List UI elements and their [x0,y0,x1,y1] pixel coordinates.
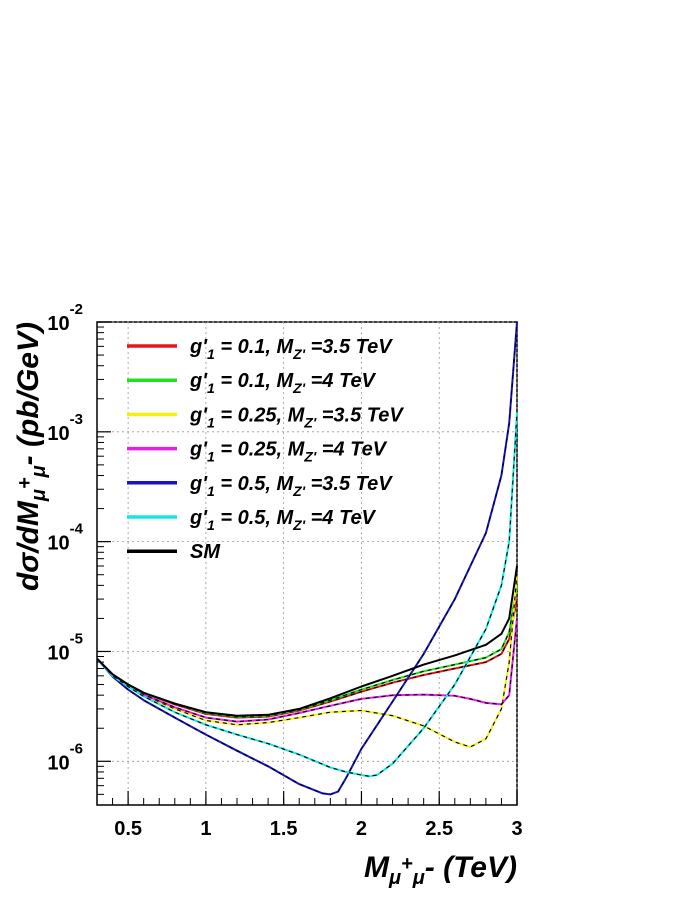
series-fit-dashed-1 [96,585,518,718]
series-fit-dashed-3 [96,618,518,723]
legend-entry: g'1 = 0.1, MZ' =3.5 TeV [189,336,393,362]
x-tick-label: 2 [356,818,367,840]
legend-entry: g'1 = 0.5, MZ' =3.5 TeV [189,473,393,499]
series-fit-dashed-5 [96,412,518,777]
series-line-6 [96,565,518,717]
x-tick-label: 2.5 [425,818,453,840]
series-fit-dashed-4 [96,321,518,795]
x-tick-label: 3 [511,818,522,840]
legend-entry: g'1 = 0.25, MZ' =3.5 TeV [189,404,404,430]
legend-entry: g'1 = 0.1, MZ' =4 TeV [189,370,377,396]
legend-entry: g'1 = 0.25, MZ' =4 TeV [189,439,388,465]
y-tick-label: 10-5 [47,630,83,664]
legend: g'1 = 0.1, MZ' =3.5 TeV g'1 = 0.1, MZ' =4… [127,336,404,563]
y-axis-title: dσ/dMμ+μ- (pb/GeV) [12,322,50,591]
y-tick-label: 10-4 [47,521,83,555]
x-axis-title: Mμ+μ- (TeV) [364,851,517,889]
legend-entry: g'1 = 0.5, MZ' =4 TeV [189,507,377,533]
series-fit-dashed-0 [96,598,518,719]
axis-ticks [96,321,518,806]
y-tick-label: 10-2 [47,301,83,335]
plot-frame [96,321,518,806]
x-tick-labels: 0.5 1 1.5 2 2.5 3 [114,818,522,840]
grid [97,321,518,805]
y-tick-labels: 10-6 10-5 10-4 10-3 10-2 [47,301,83,774]
series-lines [96,321,518,796]
x-tick-label: 0.5 [114,818,142,840]
y-tick-label: 10-3 [47,411,83,445]
x-tick-label: 1 [200,818,211,840]
x-tick-label: 1.5 [270,818,298,840]
y-tick-label: 10-6 [47,740,83,774]
legend-entry: SM [190,541,221,563]
